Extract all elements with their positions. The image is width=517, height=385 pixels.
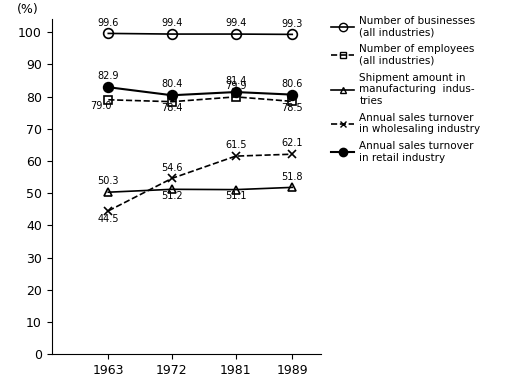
- Text: (%): (%): [17, 3, 38, 16]
- Text: 79.9: 79.9: [225, 81, 247, 91]
- Text: 79.0: 79.0: [90, 101, 112, 111]
- Text: 50.3: 50.3: [98, 176, 119, 186]
- Text: 99.6: 99.6: [98, 18, 119, 28]
- Text: 80.6: 80.6: [282, 79, 303, 89]
- Text: 51.8: 51.8: [281, 172, 303, 182]
- Text: 82.9: 82.9: [98, 71, 119, 81]
- Text: 61.5: 61.5: [225, 140, 247, 150]
- Text: 78.5: 78.5: [281, 103, 303, 113]
- Text: 62.1: 62.1: [281, 138, 303, 148]
- Text: 99.4: 99.4: [225, 18, 246, 28]
- Text: 78.4: 78.4: [161, 103, 183, 113]
- Text: 81.4: 81.4: [225, 76, 246, 86]
- Text: 44.5: 44.5: [98, 214, 119, 224]
- Text: 54.6: 54.6: [161, 162, 183, 172]
- Legend: Number of businesses
(all industries), Number of employees
(all industries), Shi: Number of businesses (all industries), N…: [331, 16, 480, 162]
- Text: 80.4: 80.4: [161, 79, 183, 89]
- Text: 99.4: 99.4: [161, 18, 183, 28]
- Text: 51.1: 51.1: [225, 191, 247, 201]
- Text: 99.3: 99.3: [282, 18, 303, 28]
- Text: 51.2: 51.2: [161, 191, 183, 201]
